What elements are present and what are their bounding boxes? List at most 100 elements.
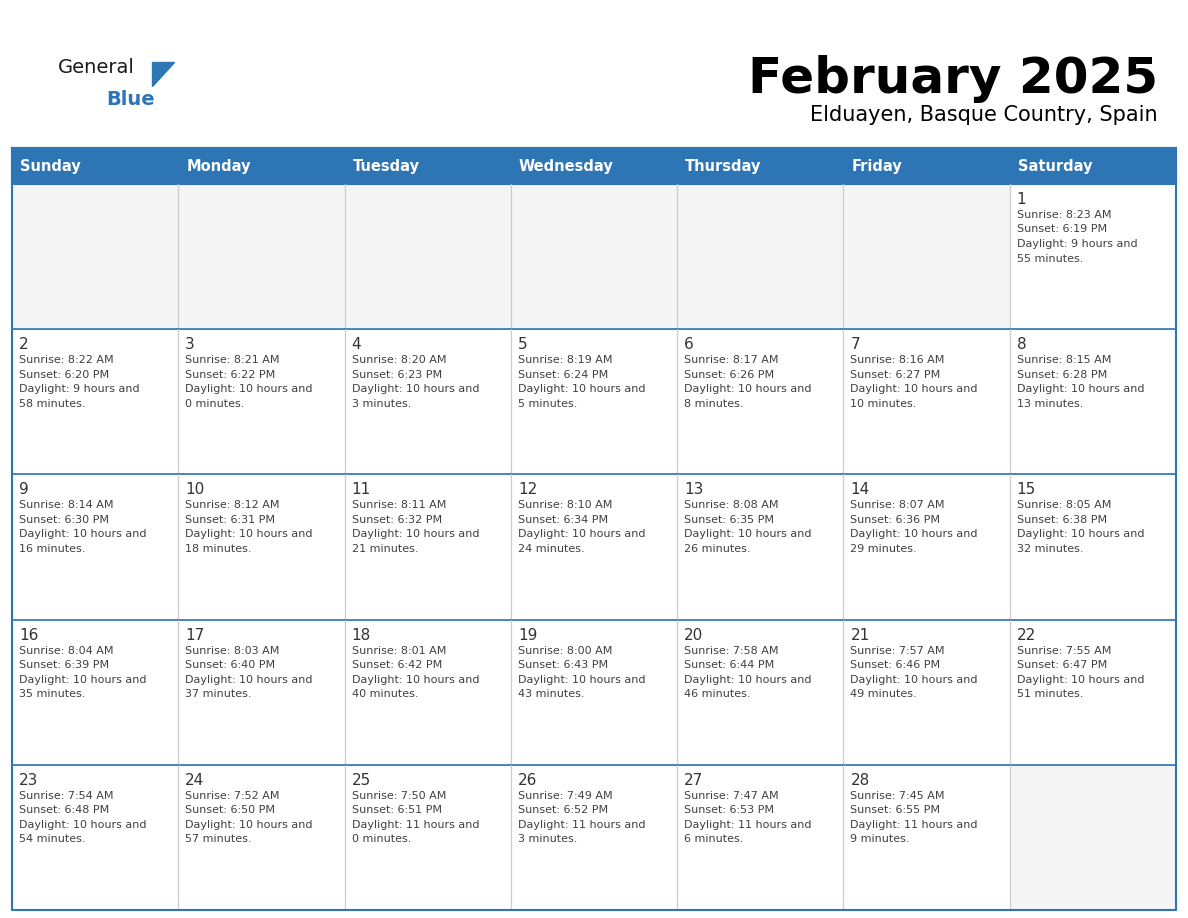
Text: Daylight: 11 hours and: Daylight: 11 hours and	[684, 820, 811, 830]
Bar	[1010, 620, 1176, 765]
Text: Sunset: 6:35 PM: Sunset: 6:35 PM	[684, 515, 775, 525]
Bar	[1010, 765, 1176, 910]
Text: Sunset: 6:43 PM: Sunset: 6:43 PM	[518, 660, 608, 670]
Text: 23: 23	[19, 773, 38, 788]
Text: 12: 12	[518, 482, 537, 498]
Text: Elduayen, Basque Country, Spain: Elduayen, Basque Country, Spain	[810, 105, 1158, 125]
Text: 3 minutes.: 3 minutes.	[518, 834, 577, 845]
Text: Sunset: 6:48 PM: Sunset: 6:48 PM	[19, 805, 109, 815]
Text: 8 minutes.: 8 minutes.	[684, 398, 744, 409]
Text: Daylight: 10 hours and: Daylight: 10 hours and	[185, 530, 312, 540]
Text: 13 minutes.: 13 minutes.	[1017, 398, 1083, 409]
Text: Sunset: 6:19 PM: Sunset: 6:19 PM	[1017, 225, 1107, 234]
Bar	[12, 330, 178, 475]
Text: Sunrise: 8:03 AM: Sunrise: 8:03 AM	[185, 645, 279, 655]
Text: 49 minutes.: 49 minutes.	[851, 689, 917, 700]
Text: 8: 8	[1017, 337, 1026, 353]
Text: 10: 10	[185, 482, 204, 498]
Text: 11: 11	[352, 482, 371, 498]
Bar	[178, 475, 345, 620]
Bar	[677, 184, 843, 330]
Text: 22: 22	[1017, 628, 1036, 643]
Text: 25: 25	[352, 773, 371, 788]
Bar	[12, 765, 178, 910]
Text: 15: 15	[1017, 482, 1036, 498]
Text: Daylight: 10 hours and: Daylight: 10 hours and	[684, 530, 811, 540]
Text: 1: 1	[1017, 192, 1026, 207]
Text: Daylight: 10 hours and: Daylight: 10 hours and	[185, 820, 312, 830]
Text: Daylight: 10 hours and: Daylight: 10 hours and	[518, 675, 645, 685]
Text: 2: 2	[19, 337, 29, 353]
Text: 4: 4	[352, 337, 361, 353]
Bar	[345, 330, 511, 475]
Text: 55 minutes.: 55 minutes.	[1017, 253, 1083, 263]
Bar	[843, 475, 1010, 620]
Text: 24 minutes.: 24 minutes.	[518, 543, 584, 554]
Text: 51 minutes.: 51 minutes.	[1017, 689, 1083, 700]
Text: Sunrise: 8:10 AM: Sunrise: 8:10 AM	[518, 500, 612, 510]
Text: 13: 13	[684, 482, 703, 498]
Text: Sunset: 6:32 PM: Sunset: 6:32 PM	[352, 515, 442, 525]
Text: Sunset: 6:42 PM: Sunset: 6:42 PM	[352, 660, 442, 670]
Text: Daylight: 10 hours and: Daylight: 10 hours and	[851, 675, 978, 685]
Bar	[345, 475, 511, 620]
Text: Sunset: 6:34 PM: Sunset: 6:34 PM	[518, 515, 608, 525]
Text: Sunset: 6:26 PM: Sunset: 6:26 PM	[684, 370, 775, 380]
Bar	[511, 620, 677, 765]
Text: Saturday: Saturday	[1018, 159, 1092, 174]
Bar	[843, 620, 1010, 765]
Text: Daylight: 10 hours and: Daylight: 10 hours and	[1017, 530, 1144, 540]
Text: 14: 14	[851, 482, 870, 498]
Bar	[511, 184, 677, 330]
Text: Sunset: 6:24 PM: Sunset: 6:24 PM	[518, 370, 608, 380]
Text: 35 minutes.: 35 minutes.	[19, 689, 86, 700]
Text: Sunrise: 7:54 AM: Sunrise: 7:54 AM	[19, 790, 114, 800]
Text: Sunrise: 7:57 AM: Sunrise: 7:57 AM	[851, 645, 944, 655]
Bar	[677, 330, 843, 475]
Bar	[843, 765, 1010, 910]
Text: 26 minutes.: 26 minutes.	[684, 543, 751, 554]
Text: Sunset: 6:52 PM: Sunset: 6:52 PM	[518, 805, 608, 815]
Bar	[12, 475, 178, 620]
Text: Sunset: 6:47 PM: Sunset: 6:47 PM	[1017, 660, 1107, 670]
Bar	[511, 148, 677, 184]
Text: Sunrise: 8:00 AM: Sunrise: 8:00 AM	[518, 645, 612, 655]
Text: 46 minutes.: 46 minutes.	[684, 689, 751, 700]
Text: 0 minutes.: 0 minutes.	[185, 398, 245, 409]
Text: 26: 26	[518, 773, 537, 788]
Text: 29 minutes.: 29 minutes.	[851, 543, 917, 554]
Text: Daylight: 10 hours and: Daylight: 10 hours and	[518, 530, 645, 540]
Text: Blue: Blue	[106, 90, 154, 109]
Bar	[511, 330, 677, 475]
Text: Sunrise: 8:15 AM: Sunrise: 8:15 AM	[1017, 355, 1111, 365]
Text: 10 minutes.: 10 minutes.	[851, 398, 917, 409]
Text: Sunset: 6:27 PM: Sunset: 6:27 PM	[851, 370, 941, 380]
Text: Sunrise: 8:01 AM: Sunrise: 8:01 AM	[352, 645, 446, 655]
Text: 21: 21	[851, 628, 870, 643]
Text: 16: 16	[19, 628, 38, 643]
Text: 43 minutes.: 43 minutes.	[518, 689, 584, 700]
Text: 16 minutes.: 16 minutes.	[19, 543, 86, 554]
Bar	[178, 184, 345, 330]
Text: Sunrise: 8:19 AM: Sunrise: 8:19 AM	[518, 355, 612, 365]
Text: 18: 18	[352, 628, 371, 643]
Text: Wednesday: Wednesday	[519, 159, 614, 174]
Bar	[178, 330, 345, 475]
Text: Daylight: 10 hours and: Daylight: 10 hours and	[684, 675, 811, 685]
Text: Daylight: 10 hours and: Daylight: 10 hours and	[352, 675, 479, 685]
Text: 54 minutes.: 54 minutes.	[19, 834, 86, 845]
Bar	[345, 765, 511, 910]
Bar	[178, 620, 345, 765]
Text: Sunset: 6:36 PM: Sunset: 6:36 PM	[851, 515, 941, 525]
Text: Sunset: 6:51 PM: Sunset: 6:51 PM	[352, 805, 442, 815]
Text: Daylight: 10 hours and: Daylight: 10 hours and	[518, 385, 645, 394]
Text: Daylight: 11 hours and: Daylight: 11 hours and	[851, 820, 978, 830]
Text: Daylight: 9 hours and: Daylight: 9 hours and	[1017, 239, 1137, 249]
Text: 17: 17	[185, 628, 204, 643]
Text: Daylight: 10 hours and: Daylight: 10 hours and	[1017, 675, 1144, 685]
Text: Daylight: 10 hours and: Daylight: 10 hours and	[684, 385, 811, 394]
Text: 37 minutes.: 37 minutes.	[185, 689, 252, 700]
Text: Daylight: 10 hours and: Daylight: 10 hours and	[851, 530, 978, 540]
Text: 40 minutes.: 40 minutes.	[352, 689, 418, 700]
Bar	[178, 148, 345, 184]
